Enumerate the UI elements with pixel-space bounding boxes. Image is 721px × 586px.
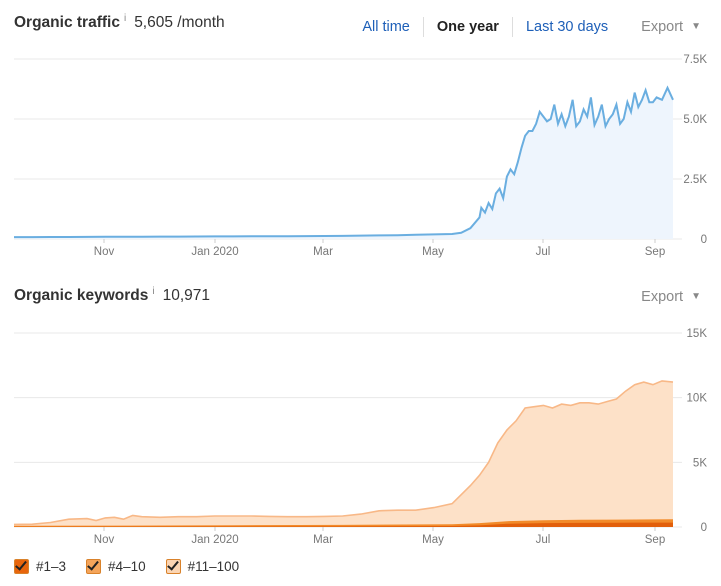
- range-all-time[interactable]: All time: [362, 19, 410, 35]
- checkbox-icon: [14, 559, 29, 574]
- checkbox-icon: [165, 559, 181, 574]
- keywords-title: Organic keywords: [14, 287, 149, 304]
- keywords-y-tick-label: 10K: [687, 393, 708, 405]
- traffic-export-label: Export: [641, 19, 684, 35]
- keywords-x-tick-label: May: [422, 534, 444, 546]
- legend-label: #11–100: [187, 559, 240, 574]
- range-divider: [422, 17, 424, 37]
- range-controls: All time One year Last 30 days Export ▼: [349, 17, 701, 37]
- traffic-x-tick-label: Mar: [313, 246, 333, 258]
- legend-item-11-100[interactable]: #11–100: [165, 559, 240, 574]
- keywords-line-11-100: [13, 380, 674, 526]
- traffic-x-tick-label: Nov: [94, 246, 115, 258]
- keywords-x-tick-label: Jan 2020: [191, 534, 238, 546]
- legend-label: #4–10: [108, 559, 146, 574]
- traffic-x-tick-label: Sep: [645, 246, 665, 258]
- legend-item-4-10[interactable]: #4–10: [86, 559, 146, 574]
- traffic-y-tick-label: 5.0K: [683, 114, 707, 126]
- range-last-30-days[interactable]: Last 30 days: [525, 19, 609, 35]
- traffic-title: Organic traffic: [14, 14, 120, 31]
- keywords-area-1-3: [14, 522, 673, 527]
- checkbox-icon: [86, 559, 102, 574]
- keywords-legend: #1–3 #4–10 #11–100: [14, 559, 259, 574]
- traffic-x-tick-label: May: [422, 246, 444, 258]
- traffic-y-tick-label: 2.5K: [683, 174, 707, 186]
- traffic-x-tick-label: Jan 2020: [191, 246, 238, 258]
- keywords-export-button[interactable]: Export ▼: [641, 289, 701, 305]
- keywords-value: 10,971: [162, 287, 211, 304]
- keywords-y-tick-label: 0: [701, 522, 707, 534]
- keywords-x-tick-label: Jul: [536, 534, 551, 546]
- keywords-x-tick-label: Nov: [94, 534, 115, 546]
- keywords-y-tick-label: 15K: [687, 328, 708, 340]
- range-one-year[interactable]: One year: [436, 19, 499, 35]
- keywords-export-label: Export: [641, 289, 684, 305]
- traffic-y-tick-label: 0: [701, 234, 707, 246]
- caret-down-icon: ▼: [691, 290, 701, 302]
- keywords-header: Organic keywords i 10,971: [14, 286, 211, 311]
- legend-item-top3[interactable]: #1–3: [14, 559, 66, 574]
- legend-label: #1–3: [36, 559, 67, 574]
- keywords-x-tick-label: Sep: [645, 534, 665, 546]
- keywords-info-icon[interactable]: i: [152, 286, 155, 297]
- traffic-export-button[interactable]: Export ▼: [641, 19, 701, 35]
- traffic-x-tick-label: Jul: [536, 246, 551, 258]
- traffic-value: 5,605 /month: [134, 14, 225, 31]
- traffic-info-icon[interactable]: i: [123, 13, 127, 24]
- keywords-area-11-100: [14, 380, 673, 527]
- keywords-x-tick-label: Mar: [313, 534, 333, 546]
- traffic-line: [14, 85, 674, 239]
- traffic-y-tick-label: 7.5K: [683, 54, 707, 66]
- caret-down-icon: ▼: [691, 20, 701, 32]
- traffic-header: Organic traffic i 5,605 /month: [14, 13, 225, 38]
- traffic-area: [14, 87, 673, 239]
- range-divider: [511, 17, 513, 37]
- keywords-y-tick-label: 5K: [693, 457, 707, 469]
